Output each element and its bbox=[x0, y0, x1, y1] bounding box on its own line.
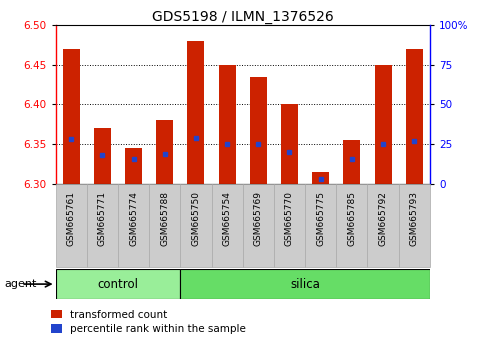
Text: GSM665792: GSM665792 bbox=[379, 191, 387, 246]
Text: GSM665754: GSM665754 bbox=[223, 191, 232, 246]
Text: GSM665770: GSM665770 bbox=[285, 191, 294, 246]
Text: GSM665793: GSM665793 bbox=[410, 191, 419, 246]
Bar bbox=[250, 76, 267, 184]
Text: GSM665785: GSM665785 bbox=[347, 191, 356, 246]
Text: GSM665771: GSM665771 bbox=[98, 191, 107, 246]
Text: GSM665761: GSM665761 bbox=[67, 191, 76, 246]
Text: agent: agent bbox=[5, 279, 37, 289]
Text: GSM665775: GSM665775 bbox=[316, 191, 325, 246]
Bar bbox=[156, 120, 173, 184]
Bar bbox=[118, 184, 149, 267]
Bar bbox=[87, 184, 118, 267]
Bar bbox=[56, 269, 180, 299]
Bar bbox=[218, 64, 236, 184]
Text: GSM665788: GSM665788 bbox=[160, 191, 169, 246]
Bar bbox=[312, 172, 329, 184]
Bar bbox=[180, 184, 212, 267]
Bar bbox=[242, 184, 274, 267]
Bar bbox=[94, 128, 111, 184]
Legend: transformed count, percentile rank within the sample: transformed count, percentile rank withi… bbox=[51, 310, 246, 334]
Text: GSM665750: GSM665750 bbox=[191, 191, 200, 246]
Bar bbox=[63, 49, 80, 184]
Bar bbox=[56, 184, 87, 267]
Bar bbox=[374, 64, 392, 184]
Bar bbox=[187, 41, 204, 184]
Text: GSM665774: GSM665774 bbox=[129, 191, 138, 246]
Bar bbox=[406, 49, 423, 184]
Bar bbox=[336, 184, 368, 267]
Bar bbox=[305, 184, 336, 267]
Bar bbox=[180, 269, 430, 299]
Bar bbox=[212, 184, 242, 267]
Bar bbox=[149, 184, 180, 267]
Text: silica: silica bbox=[290, 278, 320, 291]
Text: control: control bbox=[98, 278, 139, 291]
Bar bbox=[125, 148, 142, 184]
Bar bbox=[281, 104, 298, 184]
Bar bbox=[343, 140, 360, 184]
Bar bbox=[368, 184, 398, 267]
Text: GSM665769: GSM665769 bbox=[254, 191, 263, 246]
Bar bbox=[398, 184, 430, 267]
Title: GDS5198 / ILMN_1376526: GDS5198 / ILMN_1376526 bbox=[152, 10, 334, 24]
Bar bbox=[274, 184, 305, 267]
